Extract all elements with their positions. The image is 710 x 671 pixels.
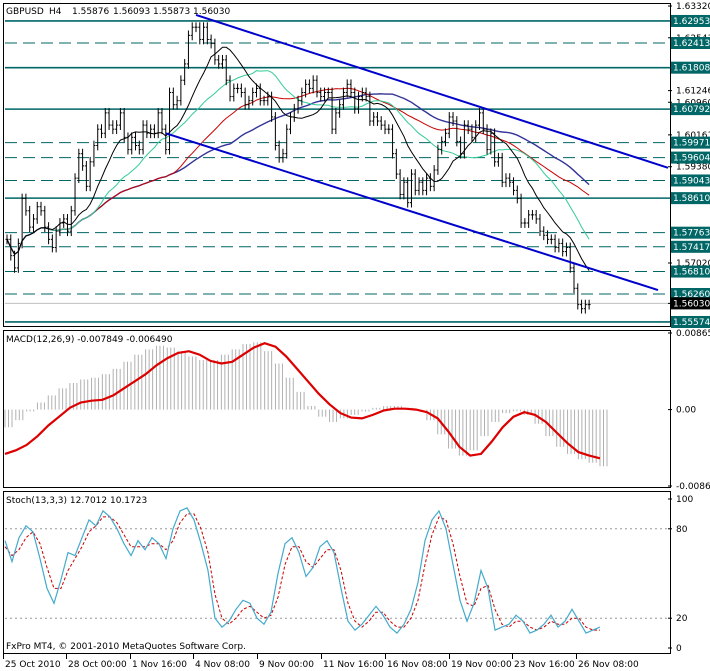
price-axis-label: 1.60161 bbox=[676, 131, 710, 141]
stoch-axis-label: 80 bbox=[676, 525, 688, 535]
level-tag-solid-text: 1.55574 bbox=[673, 318, 710, 328]
time-axis-label: 25 Oct 2010 bbox=[5, 660, 61, 670]
macd-axis-label: -0.00863 bbox=[676, 482, 710, 492]
level-tag-solid bbox=[671, 14, 710, 27]
price-axis-label: 1.61246 bbox=[676, 87, 710, 97]
time-axis-label: 9 Nov 00:00 bbox=[259, 660, 314, 670]
level-tag-dashed-text: 1.56260 bbox=[673, 290, 710, 300]
level-tag-dashed-text: 1.59604 bbox=[673, 154, 710, 164]
level-tag-dashed-text: 1.62413 bbox=[673, 39, 710, 49]
time-axis-label: 4 Nov 08:00 bbox=[195, 660, 250, 670]
time-axis-label: 11 Nov 16:00 bbox=[323, 660, 384, 670]
level-tag-solid-text: 1.58610 bbox=[673, 194, 710, 204]
price-level-labels: 1.62953 1.61808 1.60792 1.58610 1.55574 1.624… bbox=[671, 14, 710, 328]
timeframe-label: H4 bbox=[49, 7, 62, 17]
time-axis-label: 28 Oct 00:00 bbox=[68, 660, 127, 670]
channel-lower-line[interactable] bbox=[165, 132, 659, 291]
level-tag-dashed bbox=[671, 174, 710, 187]
stochastic-indicator: 100 80 20 0 bbox=[4, 495, 693, 654]
time-axis-label: 1 Nov 16:00 bbox=[132, 660, 187, 670]
level-tag-dashed bbox=[671, 287, 710, 300]
macd-indicator: 0.00865 0.00 -0.00863 bbox=[4, 329, 710, 492]
channel-upper-line[interactable] bbox=[195, 14, 669, 169]
stoch-axis-label: 0 bbox=[676, 644, 682, 654]
time-axis: 25 Oct 2010 28 Oct 00:00 1 Nov 16:00 4 Nov … bbox=[3, 654, 639, 670]
level-tag-solid-text: 1.62953 bbox=[673, 17, 710, 27]
price-axis-label: 1.63320 bbox=[676, 2, 710, 12]
level-tag-dashed-text: 1.59971 bbox=[673, 139, 710, 149]
ohlc-close: 1.56030 bbox=[193, 7, 230, 17]
stoch-panel-frame bbox=[3, 491, 671, 654]
level-tag-solid bbox=[671, 61, 710, 74]
price-panel-frame bbox=[3, 3, 671, 327]
level-tag-solid bbox=[671, 315, 710, 328]
ma-black-line bbox=[6, 46, 590, 271]
stoch-axis-label: 100 bbox=[676, 495, 693, 505]
macd-signal-line bbox=[4, 342, 601, 460]
level-tag-dashed-text: 1.57763 bbox=[673, 229, 710, 239]
ohlc-high: 1.56093 bbox=[113, 7, 150, 17]
level-tag-dashed bbox=[671, 151, 710, 164]
stoch-main-line bbox=[4, 507, 601, 634]
time-axis-label: 19 Nov 00:00 bbox=[451, 660, 512, 670]
price-axis-label: 1.59380 bbox=[676, 163, 710, 173]
current-price-tag bbox=[671, 297, 710, 310]
level-tag-dashed-text: 1.57417 bbox=[673, 243, 710, 253]
level-tag-dashed bbox=[671, 226, 710, 239]
time-axis-label: 16 Nov 08:00 bbox=[387, 660, 448, 670]
trend-channel[interactable] bbox=[165, 14, 669, 291]
stoch-label: Stoch(13,3,3) 12.7012 10.1723 bbox=[6, 496, 147, 506]
ohlc-open: 1.55876 bbox=[72, 7, 109, 17]
stoch-signal-line bbox=[4, 513, 600, 631]
level-tag-dashed-text: 1.59043 bbox=[673, 176, 710, 186]
price-axis-label: 1.57020 bbox=[676, 259, 710, 269]
level-tag-solid bbox=[671, 103, 710, 116]
macd-label: MACD(12,26,9) -0.007849 -0.006490 bbox=[6, 335, 173, 345]
macd-axis-label: 0.00 bbox=[676, 406, 696, 416]
level-tag-dashed bbox=[671, 265, 710, 278]
copyright-text: FxPro MT4, © 2001-2010 MetaQuotes Softwa… bbox=[6, 642, 246, 652]
macd-axis-label: 0.00865 bbox=[676, 329, 710, 339]
ohlc-low: 1.55873 bbox=[153, 7, 190, 17]
level-tag-dashed bbox=[671, 240, 710, 253]
time-axis-label: 23 Nov 16:00 bbox=[514, 660, 575, 670]
level-tag-solid-text: 1.61808 bbox=[673, 64, 710, 74]
level-tag-dashed bbox=[671, 36, 710, 49]
price-series bbox=[5, 22, 591, 314]
price-level-lines bbox=[5, 20, 670, 323]
level-tag-solid bbox=[671, 192, 710, 205]
level-tag-solid-text: 1.60792 bbox=[673, 105, 710, 115]
stoch-axis-label: 20 bbox=[676, 614, 688, 624]
level-tag-dashed bbox=[671, 136, 710, 149]
current-price-text: 1.56030 bbox=[673, 299, 710, 309]
symbol-label: GBPUSD bbox=[6, 7, 44, 17]
level-tag-dashed-text: 1.56810 bbox=[673, 268, 710, 278]
time-axis-label: 26 Nov 08:00 bbox=[578, 660, 639, 670]
